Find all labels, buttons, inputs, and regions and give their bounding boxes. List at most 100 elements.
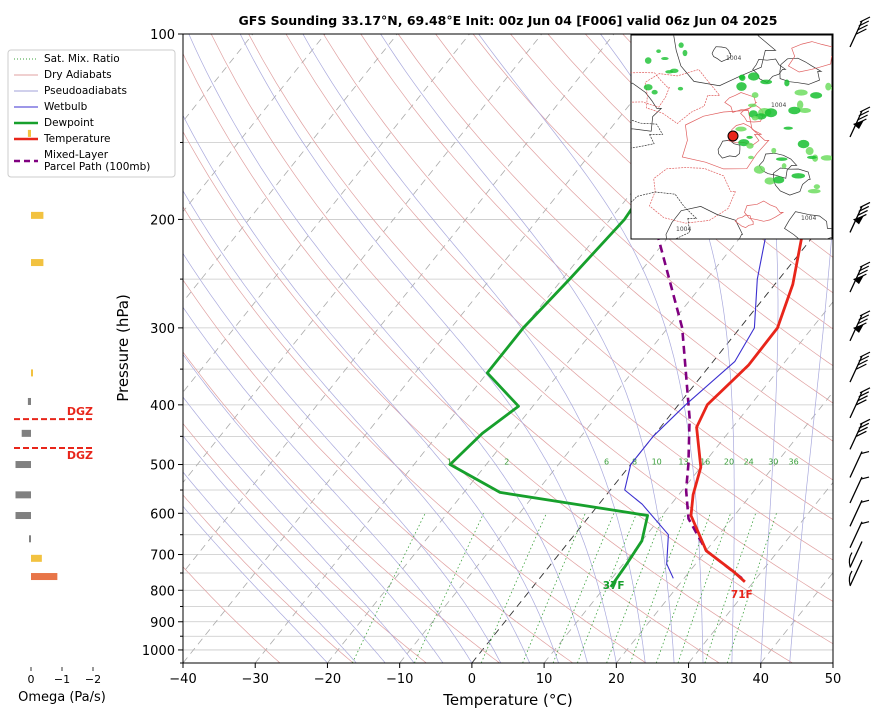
legend-label: Pseudoadiabats: [44, 85, 127, 97]
mixing-ratio-label: 13: [678, 458, 688, 467]
isotherm-line: [616, 391, 833, 663]
dry-adiabat-line: [285, 34, 833, 561]
mixing-ratio-line: [552, 513, 615, 663]
mixing-ratio-line: [629, 513, 687, 663]
mixing-ratio-line: [655, 513, 711, 663]
mixing-ratio-label: 2: [504, 458, 509, 467]
y-tick-label: 100: [150, 28, 175, 43]
inset-map: 1004 1004 1004 1004: [630, 34, 833, 240]
mixing-ratio-line: [677, 513, 731, 663]
omega-axis-label: Omega (Pa/s): [18, 690, 106, 705]
wind-barb: [849, 310, 871, 342]
dry-adiabat-line: [397, 34, 833, 442]
omega-bar: [15, 512, 31, 520]
mixing-ratio-line: [704, 513, 757, 663]
omega-bar: [15, 461, 31, 469]
inset-pressure-label: 1004: [771, 102, 786, 109]
x-tick-label: −40: [169, 672, 196, 687]
dry-adiabat-line: [435, 34, 833, 404]
dry-adiabat-line: [472, 34, 833, 367]
dry-adiabat-line: [360, 34, 833, 481]
pseudoadiabat-line: [183, 114, 559, 663]
y-tick-label: 500: [150, 459, 175, 474]
dry-adiabat-line: [323, 34, 833, 521]
mixing-ratio-label: 16: [700, 458, 710, 467]
wind-barb: [848, 541, 863, 568]
legend-label: Sat. Mix. Ratio: [44, 53, 120, 65]
legend-label: Dry Adiabats: [44, 69, 112, 81]
dry-adiabat-line: [183, 566, 281, 663]
pseudoadiabat-line: [188, 34, 588, 663]
isotherm-line: [183, 34, 615, 574]
y-tick-label: 1000: [142, 644, 175, 659]
wind-barb: [848, 559, 863, 587]
omega-bar: [31, 259, 44, 267]
y-tick-label: 200: [150, 213, 175, 228]
mixing-ratio-label: 8: [632, 458, 637, 467]
wind-barb: [849, 418, 871, 450]
pseudoadiabat-line: [380, 34, 675, 663]
pseudoadiabat-line: [183, 435, 386, 663]
pseudoadiabat-line: [183, 190, 531, 663]
isotherm-line: [183, 34, 687, 663]
dry-adiabat-line: [547, 34, 833, 294]
x-tick-label: 10: [536, 672, 553, 687]
mixing-ratio-label: 6: [604, 458, 609, 467]
pseudoadiabat-line: [600, 34, 735, 663]
wind-barb: [849, 521, 870, 548]
pseudoadiabat-line: [302, 34, 646, 663]
dry-adiabat-line: [183, 494, 354, 663]
inset-content: 1004 1004 1004 1004: [631, 35, 832, 239]
omega-panel: 0 −1 −2 DGZ DGZ: [14, 129, 101, 686]
omega-bar: [21, 429, 31, 437]
mixing-ratio-label: 1: [447, 458, 452, 467]
pseudoadiabat-line: [183, 505, 328, 663]
isotherm-line: [183, 34, 470, 393]
mixing-ratio-line: [522, 513, 586, 663]
chart-legend: Sat. Mix. Ratio Dry Adiabats Pseudoadiabat…: [7, 49, 176, 178]
x-tick-label: 50: [825, 672, 842, 687]
inset-pressure-label: 1004: [676, 226, 691, 233]
inset-pressure-label: 1004: [801, 215, 816, 222]
isotherm-line: [543, 301, 833, 663]
wind-barb: [849, 499, 870, 527]
inset-pressure-label: 1004: [726, 55, 741, 62]
wind-barb: [849, 261, 871, 293]
mixing-ratio-line: [577, 513, 637, 663]
y-tick-label: 900: [150, 616, 175, 631]
pseudoadiabat-line: [183, 396, 415, 663]
x-tick-label: 20: [608, 672, 625, 687]
pseudoadiabat-line: [183, 353, 444, 663]
omega-bar: [29, 535, 31, 543]
legend-label: Wetbulb: [44, 101, 88, 113]
y-tick-label: 800: [150, 584, 175, 599]
omega-bar: [31, 211, 44, 219]
legend-label: Mixed-Layer: [44, 149, 109, 161]
mixing-ratio-label: 20: [724, 458, 734, 467]
x-tick-label: −20: [314, 672, 341, 687]
dgz-label: DGZ: [67, 449, 93, 462]
wind-barb: [849, 450, 870, 478]
x-tick-label: −10: [386, 672, 413, 687]
x-axis-label: Temperature (°C): [442, 691, 572, 709]
omega-bar: [27, 397, 31, 405]
dry-adiabat-line: [183, 130, 720, 663]
mixing-ratio-line: [480, 513, 547, 663]
isotherm-line: [327, 34, 831, 663]
omega-bar: [31, 369, 33, 377]
mixing-ratio-line: [606, 513, 665, 663]
omega-tick-label: 0: [28, 673, 35, 686]
wind-barb: [849, 476, 870, 504]
wind-barb: [849, 106, 871, 138]
dry-adiabat-line: [510, 34, 833, 330]
x-tick-label: 30: [680, 672, 697, 687]
surface-temperature-label: 71F: [731, 589, 753, 601]
dry-adiabat-line: [248, 34, 833, 602]
dry-adiabat-line: [183, 279, 574, 663]
mixing-ratio-label: 24: [744, 458, 754, 467]
pseudoadiabat-line: [183, 252, 502, 663]
pseudoadiabat-line: [239, 34, 617, 663]
omega-tick-label: −2: [85, 673, 101, 686]
y-tick-label: 600: [150, 507, 175, 522]
pseudoadiabat-line: [730, 34, 779, 663]
